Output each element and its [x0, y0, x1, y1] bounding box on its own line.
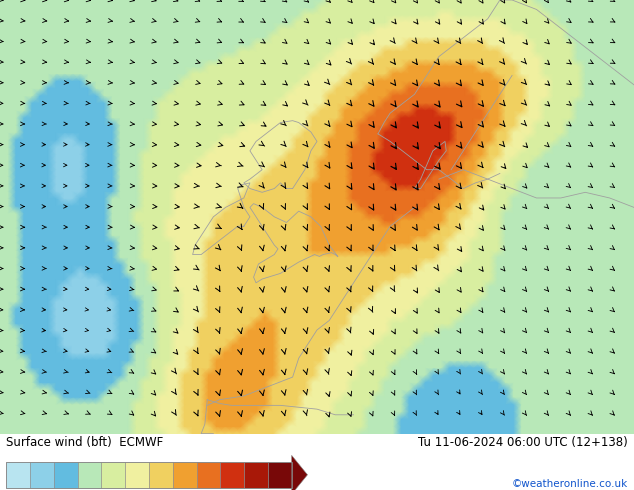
Bar — [54, 462, 77, 488]
Bar — [101, 462, 126, 488]
Bar — [30, 462, 54, 488]
Text: Tu 11-06-2024 06:00 UTC (12+138): Tu 11-06-2024 06:00 UTC (12+138) — [418, 437, 628, 449]
Bar — [149, 462, 172, 488]
Bar — [77, 462, 101, 488]
Bar — [126, 462, 149, 488]
Text: Surface wind (bft)  ECMWF: Surface wind (bft) ECMWF — [6, 437, 164, 449]
Bar — [172, 462, 197, 488]
Bar — [197, 462, 220, 488]
Bar — [268, 462, 292, 488]
Bar — [6, 462, 30, 488]
Text: ©weatheronline.co.uk: ©weatheronline.co.uk — [512, 479, 628, 489]
Bar — [221, 462, 244, 488]
Bar — [244, 462, 268, 488]
FancyArrow shape — [292, 455, 307, 490]
Bar — [6, 462, 292, 488]
